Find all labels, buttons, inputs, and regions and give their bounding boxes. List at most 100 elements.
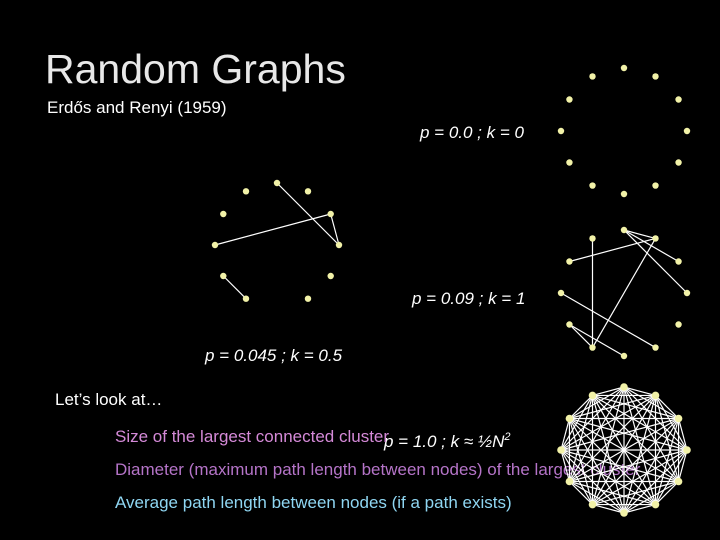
node [651, 391, 660, 400]
graph-label: p = 0.0 ; k = 0 [419, 123, 525, 142]
node [674, 414, 683, 423]
node [557, 127, 565, 135]
node [273, 179, 281, 187]
item: Size of the largest connected cluster [115, 427, 389, 446]
node [589, 182, 596, 189]
subtitle: Erdős and Renyi (1959) [47, 98, 227, 117]
node [675, 96, 682, 103]
graphs [211, 64, 691, 517]
edge [591, 238, 657, 348]
edge [569, 395, 593, 419]
node [220, 272, 227, 280]
edge [560, 449, 594, 505]
edge [623, 386, 656, 397]
node [589, 344, 596, 351]
edge [623, 503, 656, 514]
graph-label-main: p = 1.0 ; k ≈ ½N [383, 432, 505, 451]
node [675, 321, 682, 328]
node [557, 289, 565, 297]
node [557, 446, 565, 454]
node [335, 241, 343, 249]
edge [623, 395, 657, 514]
edge [569, 237, 656, 263]
node [674, 477, 683, 486]
edge [623, 229, 688, 294]
node [620, 352, 628, 360]
edge [560, 449, 571, 482]
node [652, 73, 659, 80]
edge [568, 418, 625, 514]
edge [569, 481, 593, 505]
node [588, 500, 597, 509]
node [620, 190, 628, 198]
edge [560, 395, 594, 451]
node [566, 258, 573, 265]
graph-label: p = 0.045 ; k = 0.5 [204, 346, 343, 365]
node [620, 509, 628, 517]
edge [569, 480, 625, 514]
edge [276, 182, 340, 246]
node [565, 477, 574, 486]
edge [677, 449, 688, 482]
node [652, 344, 659, 351]
edge [623, 386, 657, 505]
edge [569, 395, 656, 482]
node [565, 414, 574, 423]
node [589, 73, 596, 80]
edge [569, 324, 593, 348]
edge [655, 481, 679, 505]
edge [569, 417, 688, 451]
edge [560, 417, 679, 451]
edge [592, 386, 625, 397]
edge [568, 395, 594, 482]
node [620, 383, 628, 391]
node [651, 500, 660, 509]
edge [560, 449, 656, 506]
edge [330, 213, 340, 246]
node [620, 226, 628, 234]
node [211, 241, 219, 249]
node [675, 258, 682, 265]
node [589, 235, 596, 242]
node [683, 289, 691, 297]
item: Diameter (maximum path length between no… [115, 460, 641, 479]
node [566, 159, 573, 166]
edge [592, 503, 625, 514]
edge [214, 213, 331, 246]
node [652, 235, 659, 242]
node [242, 295, 250, 302]
node [620, 64, 628, 72]
node [675, 159, 682, 166]
graph-label-sup: 2 [503, 431, 510, 443]
edge [592, 395, 679, 482]
edge [592, 394, 679, 420]
node [304, 188, 312, 195]
edge [568, 418, 594, 505]
node [242, 188, 250, 195]
edge [677, 418, 688, 451]
edge [591, 395, 625, 514]
item: Average path length between nodes (if a … [115, 493, 512, 512]
node [588, 391, 597, 400]
node [327, 272, 334, 280]
node [220, 210, 227, 218]
edge [560, 449, 679, 483]
edge [623, 229, 656, 240]
node [327, 210, 334, 218]
node [304, 295, 312, 302]
edge [569, 418, 656, 505]
node [683, 446, 691, 454]
node [566, 96, 573, 103]
edge [592, 394, 688, 451]
edge [591, 386, 625, 505]
edge [569, 449, 688, 483]
edge [222, 275, 247, 300]
intro: Let’s look at… [55, 390, 162, 409]
title: Random Graphs [45, 46, 346, 92]
node [683, 127, 691, 135]
edge [560, 418, 571, 451]
graph-label: p = 0.09 ; k = 1 [411, 289, 525, 308]
edge [655, 395, 679, 419]
edge [591, 395, 657, 505]
